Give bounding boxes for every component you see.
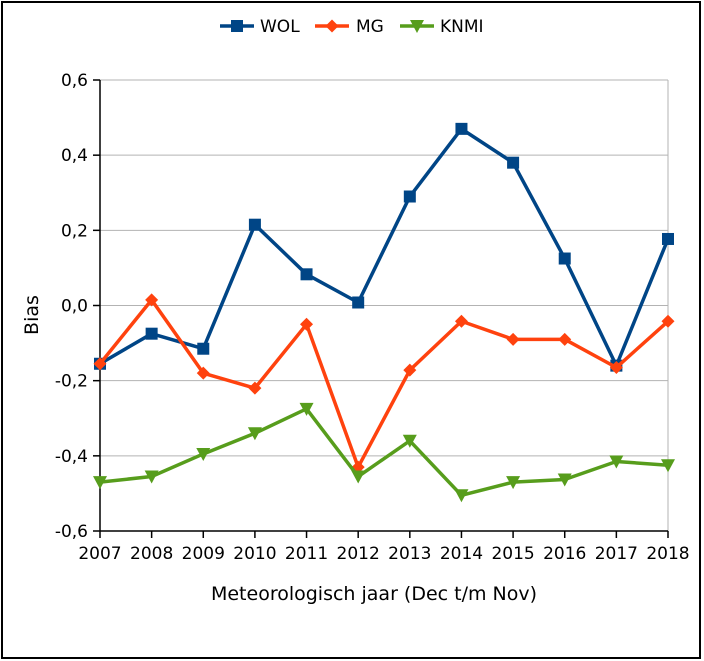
data-point [609, 361, 623, 375]
data-point [299, 402, 314, 416]
data-point [231, 20, 243, 32]
data-point [351, 470, 366, 484]
series-mg [93, 293, 675, 474]
x-tick-label: 2011 [285, 544, 328, 564]
series-group [93, 122, 675, 503]
y-axis-ticks: 0,6 0,4 0,2 0,0 -0,2 -0,4 -0,6 [55, 71, 100, 542]
legend-item-knmi: KNMI [400, 17, 484, 37]
x-tick-label: 2015 [491, 544, 534, 564]
data-point [609, 455, 624, 469]
data-point [662, 232, 674, 245]
x-tick-label: 2008 [130, 544, 173, 564]
y-axis-label: Bias [21, 295, 43, 335]
x-tick-label: 2007 [78, 544, 121, 564]
series-line [99, 127, 670, 368]
y-tick-label: 0,2 [61, 221, 88, 241]
y-tick-label: 0,6 [61, 71, 88, 91]
data-point [506, 332, 520, 346]
legend-label: WOL [260, 17, 300, 37]
data-point [248, 381, 262, 395]
x-tick-label: 2014 [440, 544, 483, 564]
legend-label: KNMI [440, 17, 484, 37]
data-point [403, 190, 416, 203]
x-axis-label: Meteorologisch jaar (Dec t/m Nov) [211, 583, 537, 605]
data-point [661, 314, 675, 328]
data-point [93, 476, 107, 490]
data-point [196, 447, 211, 461]
legend-item-mg: MG [315, 17, 384, 37]
legend-item-wol: WOL [220, 17, 300, 37]
data-point [402, 434, 417, 448]
legend-label: MG [356, 17, 384, 37]
legend: WOL MG KNMI [220, 17, 484, 37]
series-line [99, 407, 669, 498]
x-tick-label: 2016 [543, 544, 586, 564]
data-point [455, 122, 468, 135]
x-tick-label: 2009 [182, 544, 225, 564]
y-tick-label: -0,6 [55, 522, 88, 542]
data-point [196, 366, 210, 380]
data-point [93, 357, 107, 371]
data-point [145, 293, 159, 307]
data-point [144, 470, 159, 484]
x-tick-label: 2012 [337, 544, 380, 564]
data-point [325, 19, 339, 33]
y-tick-label: -0,4 [55, 447, 88, 467]
data-point [454, 314, 468, 328]
data-point [403, 363, 417, 377]
data-point [661, 459, 675, 473]
data-point [145, 327, 158, 340]
x-tick-label: 2010 [233, 544, 276, 564]
y-tick-label: -0,2 [55, 372, 88, 392]
series-knmi [93, 402, 675, 503]
data-point [247, 427, 262, 441]
data-point [300, 268, 313, 281]
data-point [300, 317, 314, 331]
data-point [454, 489, 469, 503]
data-point [506, 476, 521, 490]
data-point [557, 473, 572, 487]
data-point [248, 218, 261, 231]
x-tick-label: 2017 [595, 544, 638, 564]
x-tick-label: 2013 [388, 544, 431, 564]
x-axis-ticks: 2007 2008 2009 2010 2011 2012 2013 2014 2015 2016… [78, 531, 690, 564]
series-line [98, 298, 670, 469]
data-point [352, 296, 365, 309]
data-point [410, 20, 424, 33]
data-point [507, 156, 520, 169]
x-tick-label: 2018 [646, 544, 689, 564]
data-point [197, 342, 210, 355]
data-point [558, 252, 571, 265]
y-tick-label: 0,4 [61, 146, 88, 166]
data-point [558, 332, 572, 346]
series-wol [94, 122, 674, 372]
y-tick-label: 0,0 [61, 297, 88, 317]
